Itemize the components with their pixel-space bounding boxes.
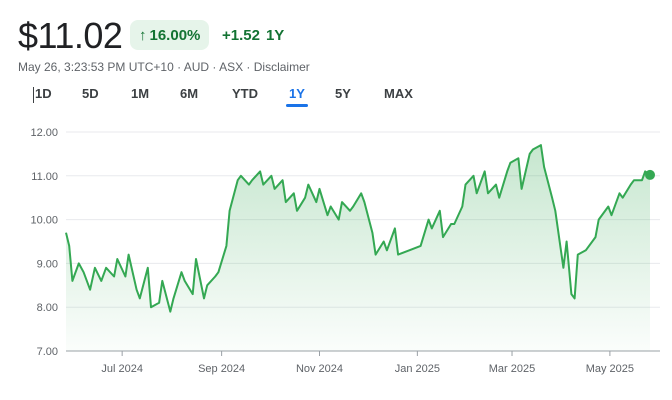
tab-ytd[interactable]: YTD xyxy=(232,86,258,101)
tab-6m[interactable]: 6M xyxy=(180,86,198,101)
tab-5d[interactable]: 5D xyxy=(82,86,99,101)
tab-label: MAX xyxy=(384,86,413,101)
price-area xyxy=(66,145,650,351)
tab-max[interactable]: MAX xyxy=(384,86,413,101)
y-tick-label: 12.00 xyxy=(30,127,58,139)
tab-label: 1Y xyxy=(289,86,305,101)
x-tick-label: Jul 2024 xyxy=(101,363,143,375)
tab-label: 6M xyxy=(180,86,199,101)
y-tick-label: 8.00 xyxy=(37,302,58,314)
x-tick-label: Jan 2025 xyxy=(395,363,440,375)
tab-label: 5D xyxy=(82,86,99,101)
current-price: $11.02 xyxy=(18,15,123,56)
price-line xyxy=(65,144,651,313)
tab-label: 1M xyxy=(131,86,150,101)
arrow-up-icon: ↑ xyxy=(139,26,147,44)
change-summary: +1.52 1Y xyxy=(222,20,284,50)
change-percent-badge: ↑ 16.00% xyxy=(130,20,210,50)
change-percent: 16.00% xyxy=(149,26,201,44)
y-tick-label: 7.00 xyxy=(37,346,58,358)
x-tick-label: Mar 2025 xyxy=(489,363,535,375)
tab-1m[interactable]: 1M xyxy=(131,86,149,101)
y-tick-label: 10.00 xyxy=(30,215,58,227)
quote-meta: May 26, 3:23:53 PM UTC+10 · AUD · ASX · … xyxy=(18,60,310,74)
tab-1y[interactable]: 1Y xyxy=(286,86,308,107)
change-period: 1Y xyxy=(265,26,285,44)
change-value: +1.52 xyxy=(222,26,260,44)
tab-1d[interactable]: 1D xyxy=(35,86,52,101)
x-tick-label: Nov 2024 xyxy=(296,363,343,375)
y-tick-label: 9.00 xyxy=(37,258,58,270)
tab-label: YTD xyxy=(232,86,258,101)
x-tick-label: May 2025 xyxy=(586,363,634,375)
text-cursor xyxy=(33,87,34,103)
tab-5y[interactable]: 5Y xyxy=(335,86,351,101)
active-tab-indicator xyxy=(286,104,308,107)
tab-label: 1D xyxy=(35,86,52,101)
x-tick-label: Sep 2024 xyxy=(198,363,245,375)
y-tick-label: 11.00 xyxy=(31,171,58,183)
tab-label: 5Y xyxy=(335,86,351,101)
last-price-dot xyxy=(645,169,655,180)
